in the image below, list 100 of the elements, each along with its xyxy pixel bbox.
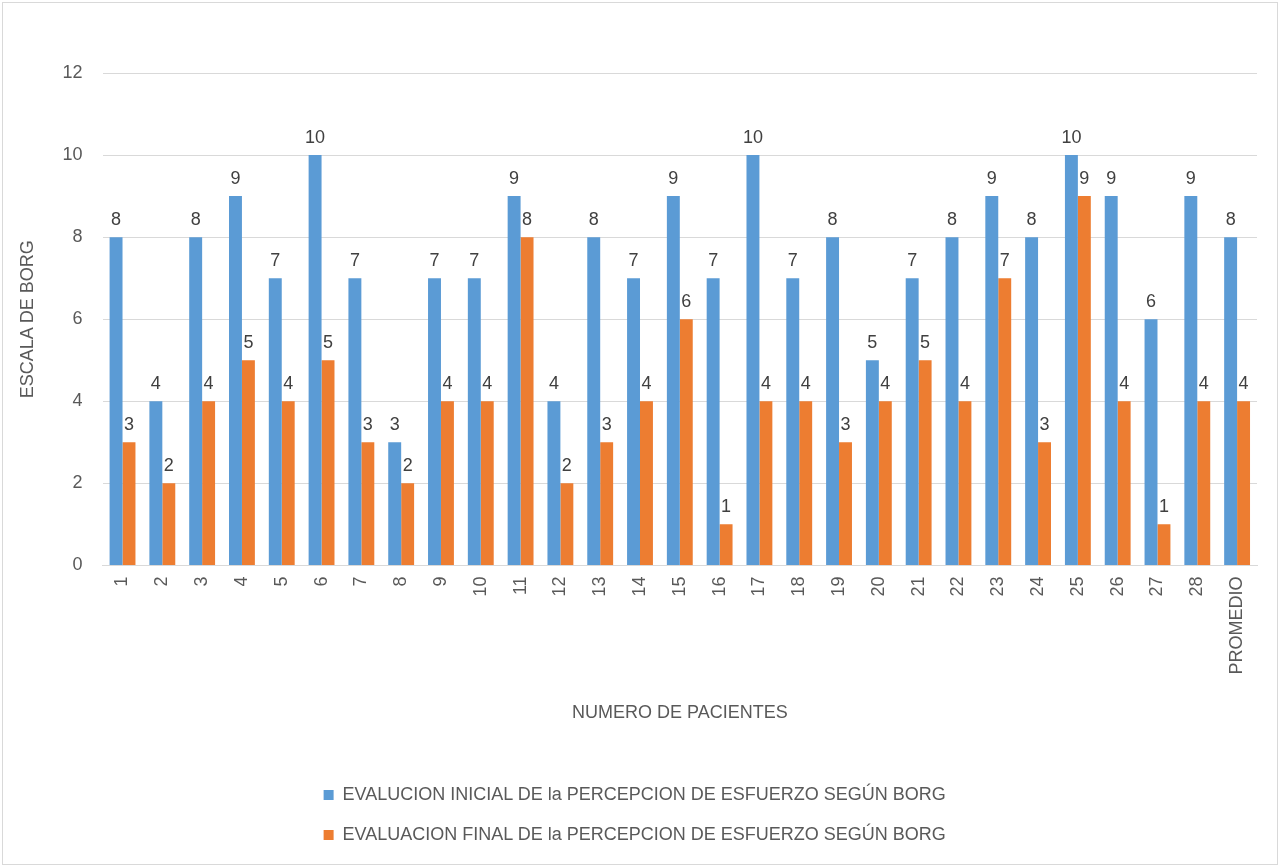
data-label: 2 <box>402 455 413 476</box>
y-tick-label: 6 <box>72 308 83 329</box>
data-label: 3 <box>840 414 851 435</box>
data-label: 9 <box>1079 168 1090 189</box>
bar <box>1237 401 1251 565</box>
data-label: 8 <box>827 209 838 230</box>
x-tick-label: 12 <box>549 576 570 597</box>
data-label: 1 <box>1158 496 1169 517</box>
x-tick-label: 9 <box>429 576 450 587</box>
bar <box>945 237 959 565</box>
bar <box>998 278 1012 565</box>
bar <box>440 401 454 565</box>
x-tick-label: 22 <box>947 576 968 597</box>
legend-label: EVALUACION FINAL DE la PERCEPCION DE ESFUERZO SEGÚN BORG <box>342 822 946 844</box>
data-label: 5 <box>920 332 931 353</box>
data-label: 8 <box>522 209 533 230</box>
x-tick-label: 21 <box>907 576 928 597</box>
data-label: 8 <box>588 209 599 230</box>
x-tick-label: 2 <box>151 576 172 587</box>
bar <box>1104 196 1118 565</box>
data-label: 3 <box>601 414 612 435</box>
bar <box>1077 196 1091 565</box>
bar <box>189 237 203 565</box>
data-label: 8 <box>1225 209 1236 230</box>
data-label: 7 <box>708 250 719 271</box>
data-label: 4 <box>1238 373 1249 394</box>
bar <box>507 196 521 565</box>
bar <box>1157 524 1171 565</box>
data-label: 6 <box>1146 291 1157 312</box>
bar <box>401 483 415 565</box>
data-label: 4 <box>203 373 214 394</box>
bar <box>839 442 852 565</box>
x-tick-label: 17 <box>748 576 769 597</box>
bar <box>786 278 800 565</box>
bar <box>706 278 720 565</box>
data-label: 7 <box>349 250 360 271</box>
data-label: 5 <box>323 332 334 353</box>
bar <box>348 278 362 565</box>
bar <box>719 524 733 565</box>
x-tick-label: PROMEDIO <box>1226 576 1247 675</box>
y-tick-label: 8 <box>72 226 83 247</box>
bar <box>467 278 481 565</box>
data-label: 1 <box>721 496 732 517</box>
bar <box>547 401 561 565</box>
data-label: 9 <box>230 168 241 189</box>
data-label: 4 <box>482 373 493 394</box>
bar <box>1144 319 1158 565</box>
bar <box>361 442 375 565</box>
bar <box>958 401 972 565</box>
data-label: 3 <box>123 414 134 435</box>
x-tick-label: 6 <box>310 576 331 587</box>
bar <box>600 442 614 565</box>
data-label: 4 <box>548 373 559 394</box>
x-tick-label: 8 <box>390 576 411 587</box>
data-label: 7 <box>270 250 281 271</box>
data-label: 2 <box>561 455 572 476</box>
data-label: 9 <box>986 168 997 189</box>
bar <box>109 237 123 565</box>
y-tick-label: 2 <box>72 472 83 493</box>
x-tick-label: 26 <box>1106 576 1127 597</box>
bar <box>428 278 441 565</box>
data-label: 8 <box>1026 209 1037 230</box>
bar <box>308 155 322 565</box>
bar <box>587 237 601 565</box>
data-label: 4 <box>760 373 771 394</box>
x-tick-label: 7 <box>350 576 371 587</box>
data-label: 10 <box>305 127 326 148</box>
bar <box>560 483 574 565</box>
data-label: 3 <box>389 414 400 435</box>
data-label: 9 <box>668 168 679 189</box>
bar <box>241 360 255 565</box>
x-tick-label: 3 <box>191 576 212 587</box>
bar <box>321 360 335 565</box>
x-tick-label: 23 <box>987 576 1008 597</box>
x-tick-label: 18 <box>788 576 809 597</box>
bar <box>1025 237 1039 565</box>
bar <box>149 401 163 565</box>
bar <box>202 401 216 565</box>
x-tick-label: 19 <box>828 576 848 597</box>
x-tick-label: 15 <box>668 576 689 597</box>
bar <box>826 237 840 565</box>
data-label: 6 <box>681 291 692 312</box>
data-label: 9 <box>1106 168 1117 189</box>
y-tick-label: 0 <box>72 554 83 575</box>
y-tick-label: 12 <box>62 61 83 82</box>
bar <box>1038 442 1051 565</box>
bar <box>1117 401 1131 565</box>
data-label: 8 <box>190 209 201 230</box>
bar <box>281 401 295 565</box>
x-tick-label: 28 <box>1186 576 1207 597</box>
data-label: 10 <box>1061 127 1082 148</box>
data-label: 4 <box>800 373 811 394</box>
y-tick-label: 10 <box>62 144 83 165</box>
x-tick-label: 24 <box>1027 576 1048 597</box>
data-label: 7 <box>907 250 918 271</box>
bar <box>1224 237 1238 565</box>
bar <box>666 196 680 565</box>
data-label: 8 <box>946 209 957 230</box>
bar <box>388 442 402 565</box>
bar <box>878 401 892 565</box>
